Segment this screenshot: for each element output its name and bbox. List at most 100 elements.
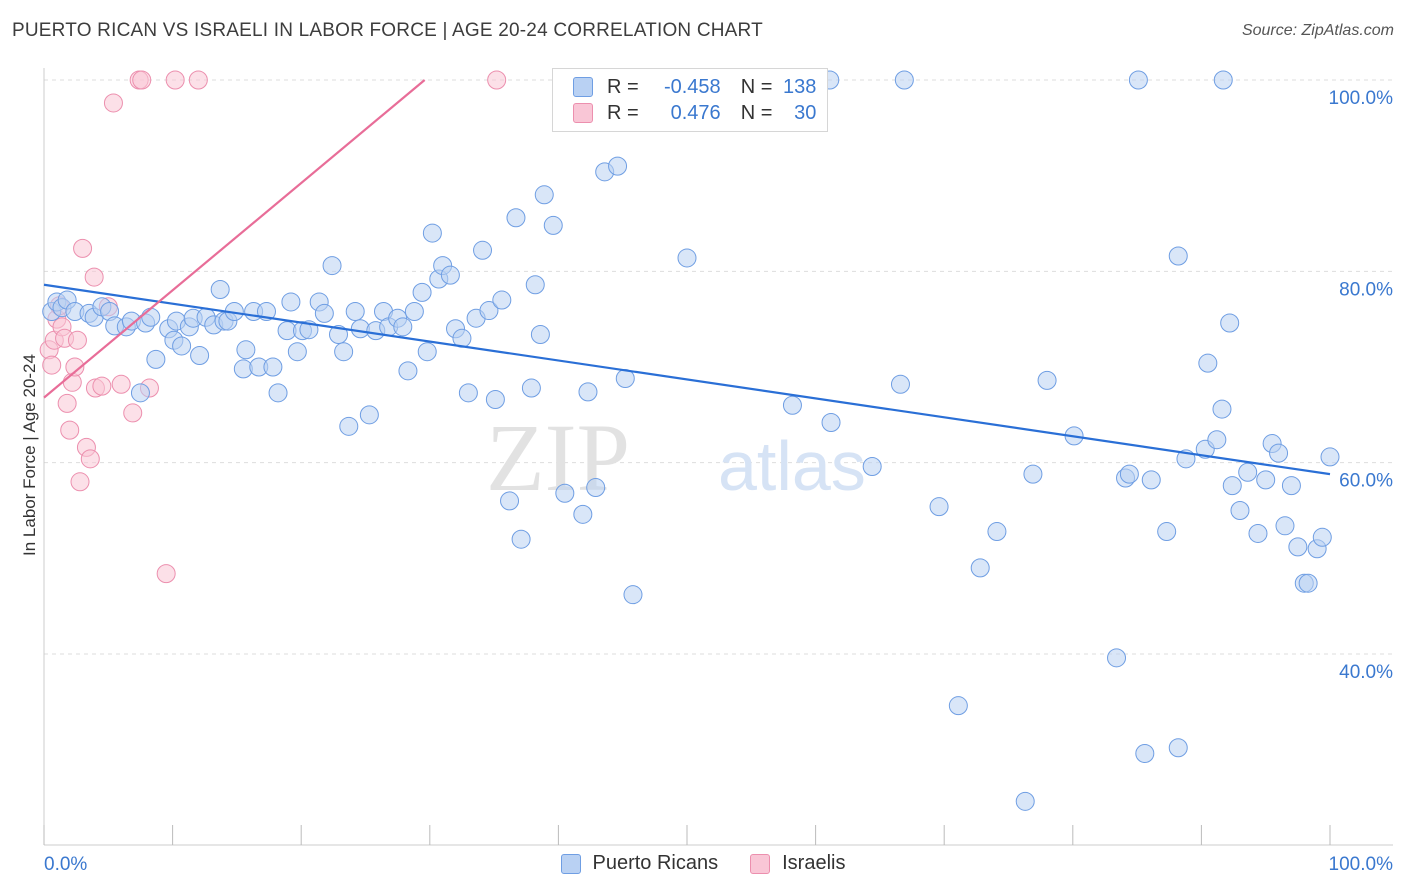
- puerto-rican-point: [473, 240, 493, 260]
- puerto-rican-point: [339, 416, 359, 436]
- source-label: Source: ZipAtlas.com: [1241, 22, 1394, 39]
- legend-n-value: 138: [783, 75, 817, 98]
- puerto-rican-point: [534, 185, 554, 205]
- puerto-rican-point: [987, 522, 1007, 542]
- puerto-rican-point: [555, 483, 575, 503]
- puerto-rican-point: [485, 390, 505, 410]
- puerto-rican-point: [1015, 791, 1035, 811]
- y-axis-label: In Labor Force | Age 20-24: [20, 354, 39, 556]
- puerto-rican-point: [1135, 743, 1155, 763]
- legend-swatch-pink: [573, 103, 593, 123]
- israeli-point: [123, 403, 143, 423]
- puerto-rican-point: [281, 292, 301, 312]
- puerto-rican-point: [268, 383, 288, 403]
- israeli-point: [84, 267, 104, 287]
- puerto-rican-point: [1119, 464, 1139, 484]
- legend-r-label: R =: [607, 101, 639, 124]
- puerto-rican-point: [1037, 370, 1057, 390]
- watermark: ZIP atlas: [486, 404, 866, 511]
- trendlines: [43, 79, 1331, 476]
- israeli-point: [70, 472, 90, 492]
- puerto-rican-point: [210, 280, 230, 300]
- puerto-rican-point: [543, 215, 563, 235]
- israeli-point: [111, 374, 131, 394]
- puerto-rican-point: [479, 301, 499, 321]
- puerto-rican-point: [578, 382, 598, 402]
- puerto-ricans-trendline: [43, 283, 1331, 476]
- puerto-rican-point: [1281, 476, 1301, 496]
- puerto-rican-point: [146, 349, 166, 369]
- puerto-rican-point: [172, 336, 192, 356]
- puerto-rican-point: [1198, 353, 1218, 373]
- puerto-rican-point: [404, 302, 424, 322]
- puerto-rican-point: [393, 317, 413, 337]
- puerto-rican-point: [1141, 470, 1161, 490]
- puerto-ricans-points: [42, 70, 1340, 811]
- puerto-rican-point: [1220, 313, 1240, 333]
- legend-r-label: R =: [607, 75, 639, 98]
- puerto-rican-point: [821, 412, 841, 432]
- legend-r-value: -0.458: [663, 75, 721, 98]
- puerto-rican-point: [573, 504, 593, 524]
- puerto-rican-point: [1230, 501, 1250, 520]
- puerto-rican-point: [1238, 462, 1258, 482]
- legend-n-label: N =: [740, 101, 773, 124]
- puerto-rican-point: [1248, 523, 1268, 543]
- israeli-point: [487, 70, 507, 90]
- legend-label-puerto-ricans: Puerto Ricans: [592, 852, 719, 874]
- puerto-rican-point: [1168, 246, 1188, 266]
- legend-r-value: 0.476: [670, 101, 721, 124]
- israeli-point: [80, 449, 100, 469]
- puerto-rican-point: [287, 342, 307, 362]
- legend-label-israelis: Israelis: [782, 852, 846, 874]
- puerto-rican-point: [322, 256, 342, 276]
- puerto-rican-point: [236, 340, 256, 360]
- israeli-point: [73, 238, 93, 258]
- puerto-rican-point: [1320, 447, 1340, 467]
- israeli-point: [188, 70, 208, 90]
- puerto-rican-point: [929, 497, 949, 517]
- puerto-rican-point: [862, 456, 882, 476]
- israeli-point: [92, 376, 112, 396]
- y-tick-label: 100.0%: [1329, 88, 1394, 109]
- puerto-rican-point: [1212, 399, 1232, 419]
- israeli-point: [156, 564, 176, 584]
- puerto-rican-point: [1213, 70, 1233, 90]
- puerto-rican-point: [1312, 527, 1332, 547]
- puerto-rican-point: [417, 342, 437, 362]
- legend-n-label: N =: [740, 75, 773, 98]
- puerto-rican-point: [1275, 516, 1295, 536]
- legend-swatch-pink: [750, 853, 771, 874]
- puerto-rican-point: [608, 156, 628, 176]
- puerto-rican-point: [948, 696, 968, 716]
- puerto-rican-point: [1288, 537, 1308, 557]
- israeli-point: [57, 393, 77, 413]
- y-tick-labels: 40.0% 60.0% 80.0% 100.0%: [1329, 88, 1394, 683]
- axes: [43, 68, 1393, 846]
- puerto-rican-point: [894, 70, 914, 90]
- puerto-rican-point: [586, 478, 606, 498]
- puerto-rican-point: [970, 558, 990, 578]
- y-tick-label: 80.0%: [1339, 279, 1393, 300]
- x-tick-label-max: 100.0%: [1329, 854, 1394, 875]
- puerto-rican-point: [1157, 522, 1177, 542]
- puerto-rican-point: [328, 324, 348, 344]
- puerto-rican-point: [1168, 738, 1188, 758]
- legend-swatch-blue: [560, 853, 581, 874]
- legend-swatch-blue: [573, 77, 593, 97]
- puerto-rican-point: [492, 290, 512, 310]
- puerto-rican-point: [500, 491, 520, 511]
- chart-title: PUERTO RICAN VS ISRAELI IN LABOR FORCE |…: [12, 20, 763, 41]
- puerto-rican-point: [1023, 464, 1043, 484]
- legend-item-israelis: Israelis: [750, 852, 845, 875]
- israeli-point: [42, 355, 62, 375]
- puerto-rican-point: [677, 248, 697, 268]
- legend-n-value: 30: [794, 101, 817, 124]
- x-tick-label-min: 0.0%: [44, 854, 87, 875]
- israeli-point: [165, 70, 185, 90]
- puerto-rican-point: [359, 405, 379, 425]
- puerto-rican-point: [521, 378, 541, 398]
- puerto-rican-point: [1207, 430, 1227, 450]
- puerto-rican-point: [1128, 70, 1148, 90]
- puerto-rican-point: [782, 395, 802, 415]
